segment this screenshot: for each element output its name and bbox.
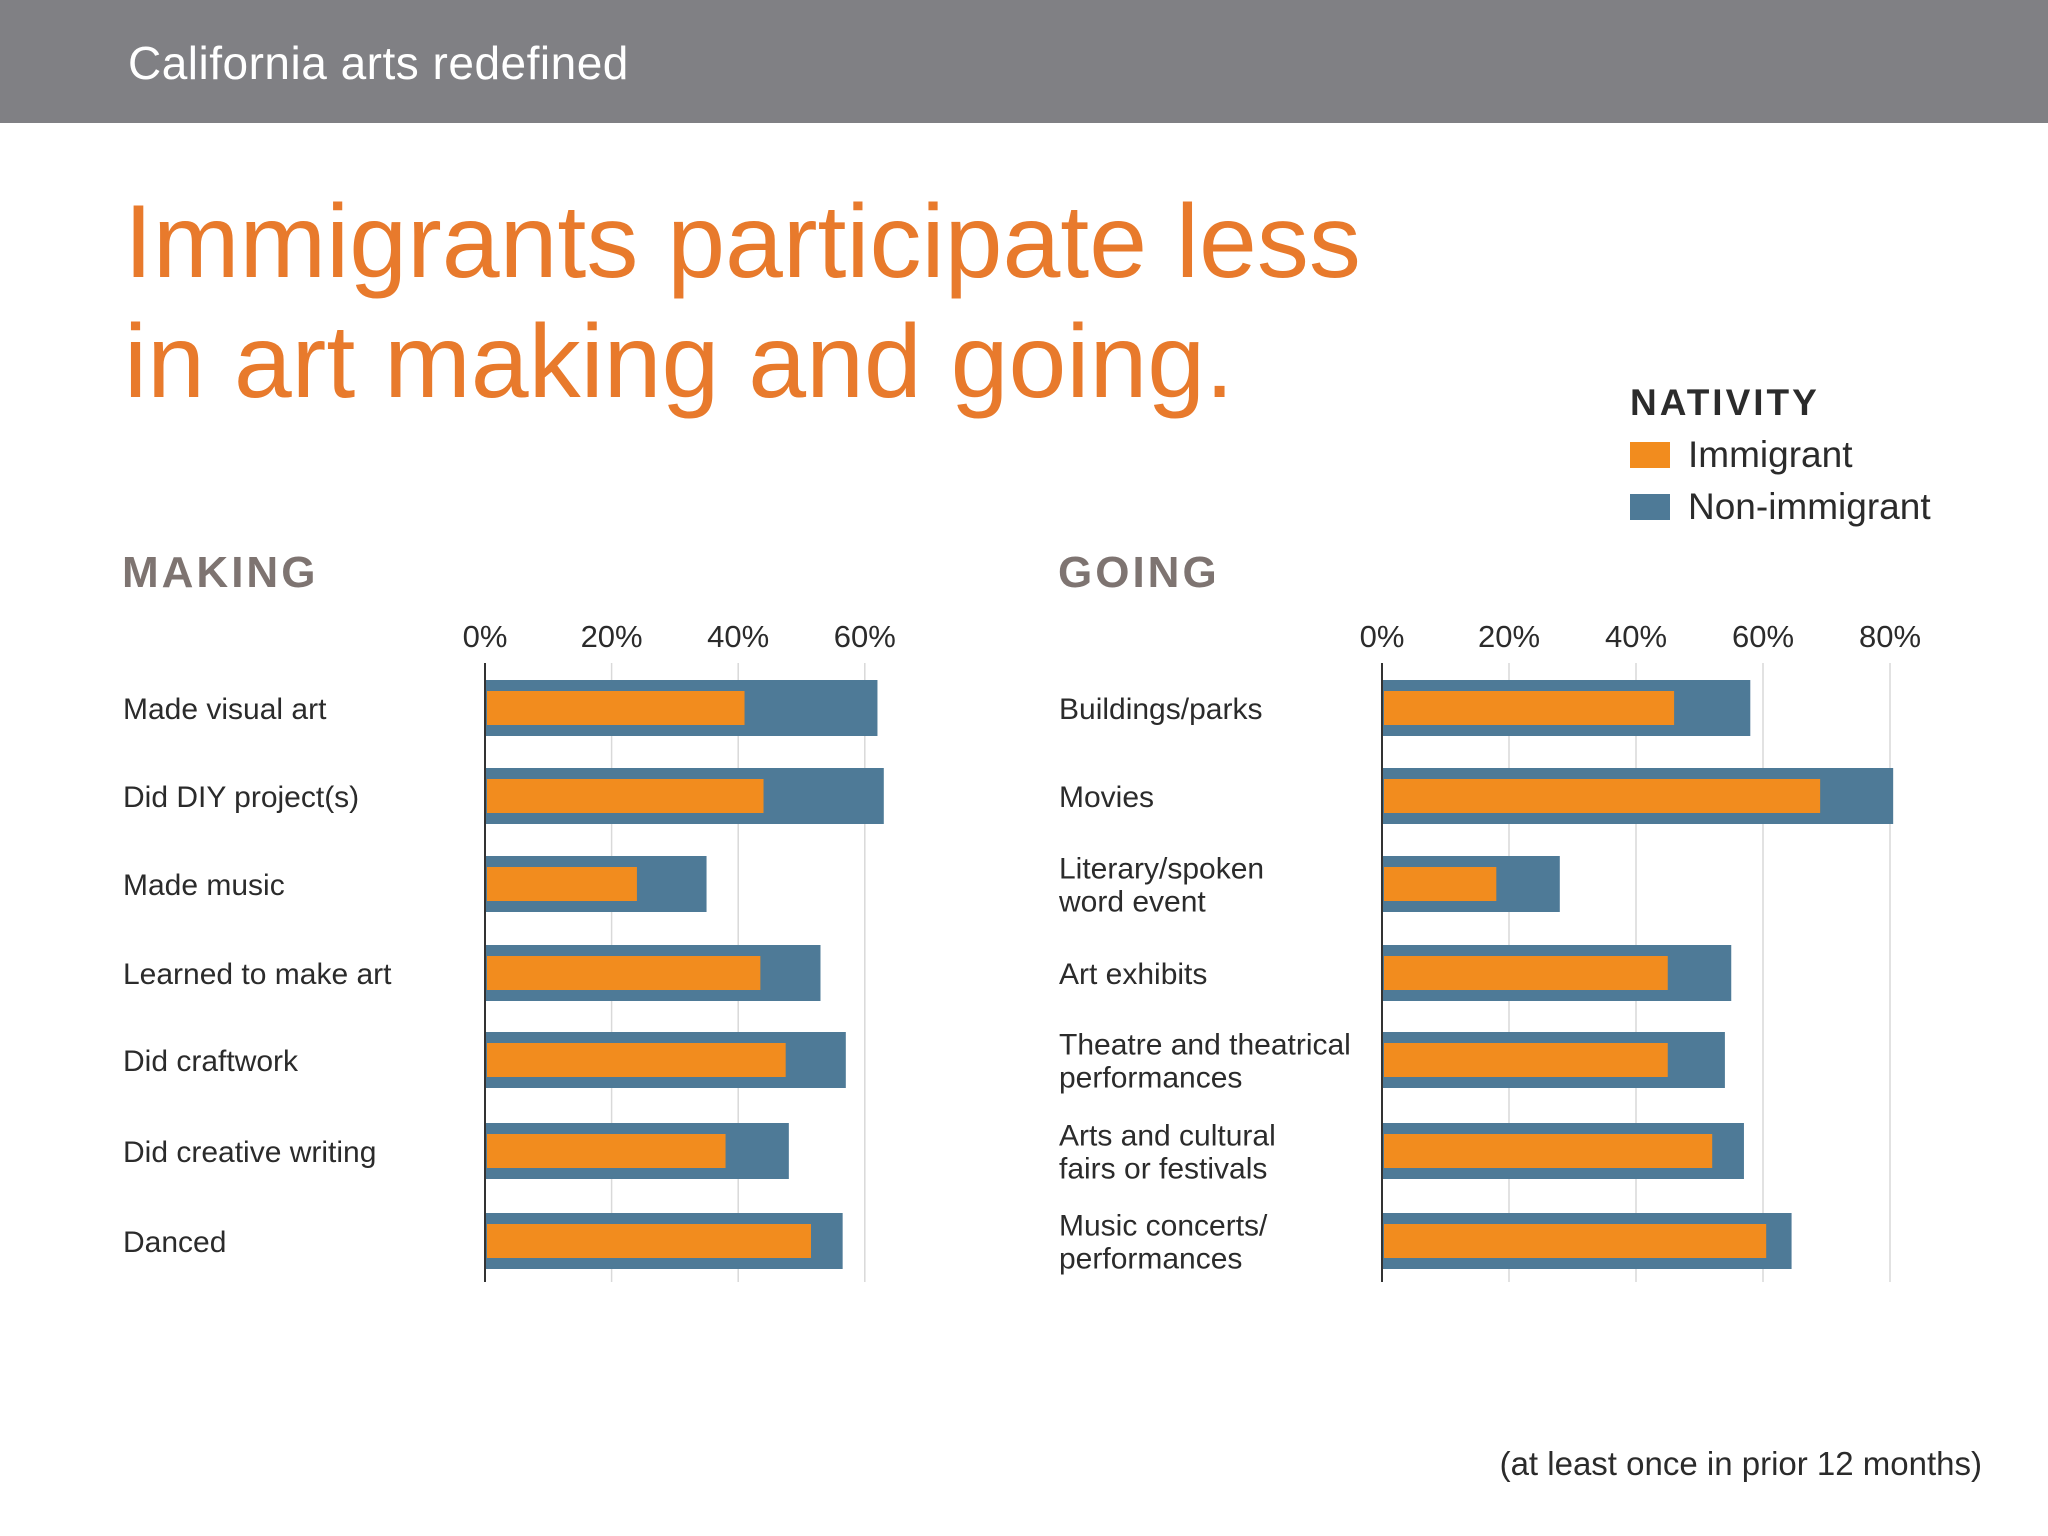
footnote: (at least once in prior 12 months)	[1499, 1445, 1982, 1482]
making-category-label: Danced	[123, 1226, 226, 1259]
making-bar-immigrant	[487, 867, 637, 901]
going-category-label: Buildings/parks	[1059, 693, 1262, 726]
section-title-making: MAKING	[122, 548, 319, 597]
going-category-label: Literary/spoken	[1059, 853, 1264, 886]
headline: Immigrants participate less in art makin…	[124, 182, 1524, 422]
section-title-going: GOING	[1058, 548, 1220, 597]
going-tick-label: 80%	[1859, 619, 1921, 654]
going-tick-label: 60%	[1732, 619, 1794, 654]
making-tick-label: 60%	[834, 619, 896, 654]
making-bar-immigrant	[487, 779, 764, 813]
going-bar-immigrant	[1384, 779, 1821, 813]
making-category-label: Did craftwork	[123, 1045, 299, 1078]
going-bar-immigrant	[1384, 1224, 1767, 1258]
legend-label-non-immigrant: Non-immigrant	[1688, 486, 1931, 527]
legend-label-immigrant: Immigrant	[1688, 434, 1853, 475]
making-category-label: Made visual art	[123, 693, 327, 726]
going-bar-immigrant	[1384, 1134, 1713, 1168]
making-bar-immigrant	[487, 1224, 811, 1258]
going-category-label: word event	[1058, 886, 1206, 919]
header-title: California arts redefined	[128, 37, 629, 89]
making-bar-immigrant	[487, 1043, 786, 1077]
making-tick-label: 20%	[581, 619, 643, 654]
legend-item-immigrant: Immigrant	[1630, 434, 1931, 476]
going-tick-label: 0%	[1360, 619, 1405, 654]
making-tick-label: 40%	[707, 619, 769, 654]
going-bar-immigrant	[1384, 691, 1675, 725]
going-tick-label: 20%	[1478, 619, 1540, 654]
going-category-label: performances	[1059, 1062, 1242, 1095]
going-category-label: Music concerts/	[1059, 1210, 1268, 1243]
going-category-label: Art exhibits	[1059, 958, 1207, 991]
headline-line-1: Immigrants participate less	[124, 184, 1361, 300]
making-category-label: Made music	[123, 869, 285, 902]
going-category-label: fairs or festivals	[1059, 1153, 1267, 1186]
making-bar-immigrant	[487, 956, 761, 990]
legend-swatch-immigrant	[1630, 442, 1670, 468]
going-bar-immigrant	[1384, 956, 1668, 990]
making-bar-immigrant	[487, 1134, 726, 1168]
going-category-label: Movies	[1059, 781, 1154, 814]
going-category-label: Arts and cultural	[1059, 1120, 1276, 1153]
legend-swatch-non-immigrant	[1630, 494, 1670, 520]
going-category-label: performances	[1059, 1243, 1242, 1276]
going-bar-immigrant	[1384, 867, 1497, 901]
going-category-label: Theatre and theatrical	[1059, 1029, 1351, 1062]
making-tick-label: 0%	[463, 619, 508, 654]
going-bar-immigrant	[1384, 1043, 1668, 1077]
headline-line-2: in art making and going.	[124, 304, 1235, 420]
legend-title: NATIVITY	[1630, 382, 1820, 423]
legend-item-non-immigrant: Non-immigrant	[1630, 486, 1931, 528]
making-bar-immigrant	[487, 691, 745, 725]
making-category-label: Did DIY project(s)	[123, 781, 359, 814]
making-category-label: Learned to make art	[123, 958, 392, 991]
going-tick-label: 40%	[1605, 619, 1667, 654]
legend: NATIVITY Immigrant Non-immigrant	[1630, 382, 1931, 528]
making-category-label: Did creative writing	[123, 1136, 376, 1169]
header-bar: California arts redefined	[0, 0, 2048, 123]
